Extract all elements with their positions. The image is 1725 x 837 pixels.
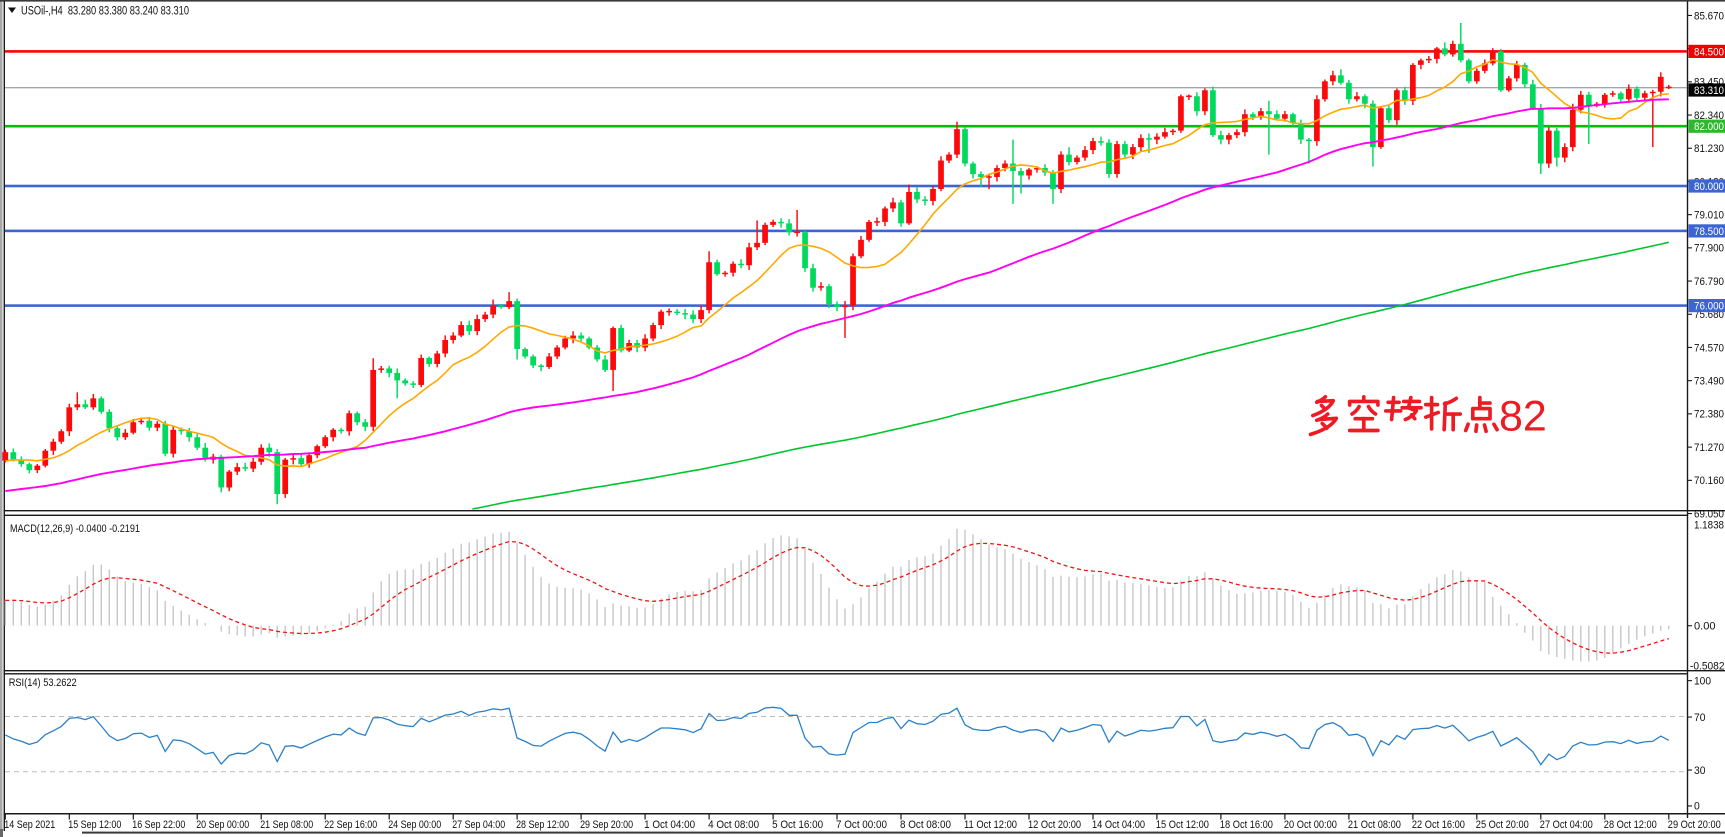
svg-text:81.230: 81.230 xyxy=(1694,143,1724,155)
svg-text:73.490: 73.490 xyxy=(1694,376,1724,388)
svg-text:72.380: 72.380 xyxy=(1694,409,1724,421)
svg-text:15 Oct 12:00: 15 Oct 12:00 xyxy=(1156,819,1209,831)
svg-text:79.010: 79.010 xyxy=(1694,210,1724,222)
svg-text:21 Sep 08:00: 21 Sep 08:00 xyxy=(260,819,313,831)
svg-text:1 Oct 04:00: 1 Oct 04:00 xyxy=(644,819,695,831)
svg-text:85.670: 85.670 xyxy=(1694,10,1724,22)
svg-text:25 Oct 20:00: 25 Oct 20:00 xyxy=(1476,819,1529,831)
svg-text:29 Sep 20:00: 29 Sep 20:00 xyxy=(580,819,633,831)
svg-text:77.900: 77.900 xyxy=(1694,243,1724,255)
svg-text:5 Oct 16:00: 5 Oct 16:00 xyxy=(772,819,823,831)
svg-text:28 Sep 12:00: 28 Sep 12:00 xyxy=(516,819,569,831)
svg-text:27 Sep 04:00: 27 Sep 04:00 xyxy=(452,819,505,831)
svg-text:4 Oct 08:00: 4 Oct 08:00 xyxy=(708,819,759,831)
svg-text:22 Sep 16:00: 22 Sep 16:00 xyxy=(324,819,377,831)
svg-text:22 Oct 16:00: 22 Oct 16:00 xyxy=(1412,819,1465,831)
svg-text:7 Oct 00:00: 7 Oct 00:00 xyxy=(836,819,887,831)
svg-text:0.00: 0.00 xyxy=(1694,621,1716,633)
svg-text:71.270: 71.270 xyxy=(1694,442,1724,454)
svg-text:18 Oct 16:00: 18 Oct 16:00 xyxy=(1220,819,1273,831)
svg-text:83.310: 83.310 xyxy=(1694,85,1724,97)
svg-text:69.050: 69.050 xyxy=(1694,508,1724,520)
svg-text:29 Oct 20:00: 29 Oct 20:00 xyxy=(1668,819,1721,831)
svg-text:70.160: 70.160 xyxy=(1694,475,1724,487)
svg-text:1.1838: 1.1838 xyxy=(1694,519,1724,531)
svg-text:82.000: 82.000 xyxy=(1694,121,1724,133)
svg-text:78.500: 78.500 xyxy=(1694,226,1724,238)
svg-text:14 Sep 2021: 14 Sep 2021 xyxy=(4,819,55,831)
svg-text:16 Sep 22:00: 16 Sep 22:00 xyxy=(132,819,185,831)
svg-text:14 Oct 04:00: 14 Oct 04:00 xyxy=(1092,819,1145,831)
svg-text:8 Oct 08:00: 8 Oct 08:00 xyxy=(900,819,951,831)
svg-text:24 Sep 00:00: 24 Sep 00:00 xyxy=(388,819,441,831)
svg-text:MACD(12,26,9) -0.0400 -0.2191: MACD(12,26,9) -0.0400 -0.2191 xyxy=(10,523,140,535)
svg-text:82.340: 82.340 xyxy=(1694,110,1724,122)
svg-text:30: 30 xyxy=(1694,765,1706,777)
svg-text:15 Sep 12:00: 15 Sep 12:00 xyxy=(68,819,121,831)
svg-text:28 Oct 12:00: 28 Oct 12:00 xyxy=(1604,819,1657,831)
svg-text:USOil-,H4 83.280 83.380 83.24: USOil-,H4 83.280 83.380 83.240 83.310 xyxy=(21,6,189,18)
svg-text:RSI(14) 53.2622: RSI(14) 53.2622 xyxy=(9,677,77,689)
svg-text:76.790: 76.790 xyxy=(1694,276,1724,288)
svg-text:76.000: 76.000 xyxy=(1694,301,1724,313)
svg-text:12 Oct 20:00: 12 Oct 20:00 xyxy=(1028,819,1081,831)
svg-text:84.500: 84.500 xyxy=(1694,46,1724,58)
svg-text:20 Oct 00:00: 20 Oct 00:00 xyxy=(1284,819,1337,831)
svg-text:70: 70 xyxy=(1694,712,1706,724)
svg-text:80.000: 80.000 xyxy=(1694,181,1724,193)
svg-text:74.570: 74.570 xyxy=(1694,342,1724,354)
svg-text:-0.5082: -0.5082 xyxy=(1690,660,1725,672)
svg-text:100: 100 xyxy=(1694,675,1711,687)
svg-text:21 Oct 08:00: 21 Oct 08:00 xyxy=(1348,819,1401,831)
svg-text:0: 0 xyxy=(1694,801,1700,813)
svg-text:11 Oct 12:00: 11 Oct 12:00 xyxy=(964,819,1017,831)
svg-text:27 Oct 04:00: 27 Oct 04:00 xyxy=(1540,819,1593,831)
svg-text:20 Sep 00:00: 20 Sep 00:00 xyxy=(196,819,249,831)
svg-text:82: 82 xyxy=(1499,393,1547,441)
